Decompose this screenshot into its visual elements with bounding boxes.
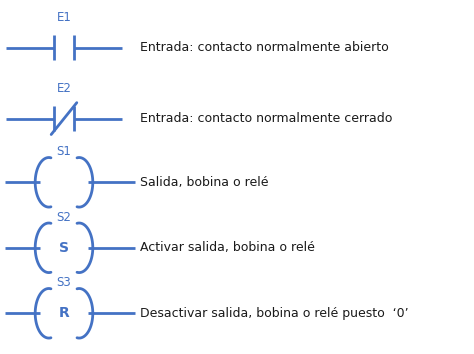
Text: S1: S1 [56,145,72,158]
Text: S: S [59,241,69,255]
Text: E2: E2 [56,81,72,95]
Text: S3: S3 [56,276,72,289]
Text: E1: E1 [56,11,72,24]
Text: S2: S2 [56,211,72,224]
Text: Entrada: contacto normalmente cerrado: Entrada: contacto normalmente cerrado [140,112,392,125]
Text: R: R [59,306,69,320]
Text: Desactivar salida, bobina o relé puesto  ‘0’: Desactivar salida, bobina o relé puesto … [140,307,409,320]
Text: Activar salida, bobina o relé: Activar salida, bobina o relé [140,241,315,254]
Text: Entrada: contacto normalmente abierto: Entrada: contacto normalmente abierto [140,41,389,54]
Text: Salida, bobina o relé: Salida, bobina o relé [140,176,268,189]
